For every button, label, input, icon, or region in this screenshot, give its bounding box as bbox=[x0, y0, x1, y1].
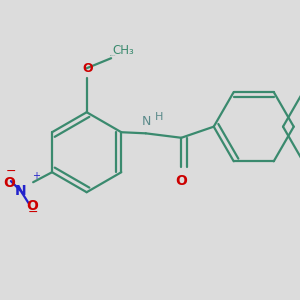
Text: N: N bbox=[142, 115, 152, 128]
Text: −: − bbox=[28, 206, 38, 219]
Text: CH₃: CH₃ bbox=[112, 44, 134, 57]
Text: O: O bbox=[26, 199, 38, 213]
Text: methoxy: methoxy bbox=[110, 55, 116, 56]
Text: O: O bbox=[3, 176, 15, 190]
Text: N: N bbox=[15, 184, 27, 198]
Text: O: O bbox=[82, 62, 93, 75]
Text: O: O bbox=[176, 174, 187, 188]
Text: +: + bbox=[32, 171, 40, 181]
Text: −: − bbox=[6, 165, 16, 178]
Text: H: H bbox=[154, 112, 163, 122]
